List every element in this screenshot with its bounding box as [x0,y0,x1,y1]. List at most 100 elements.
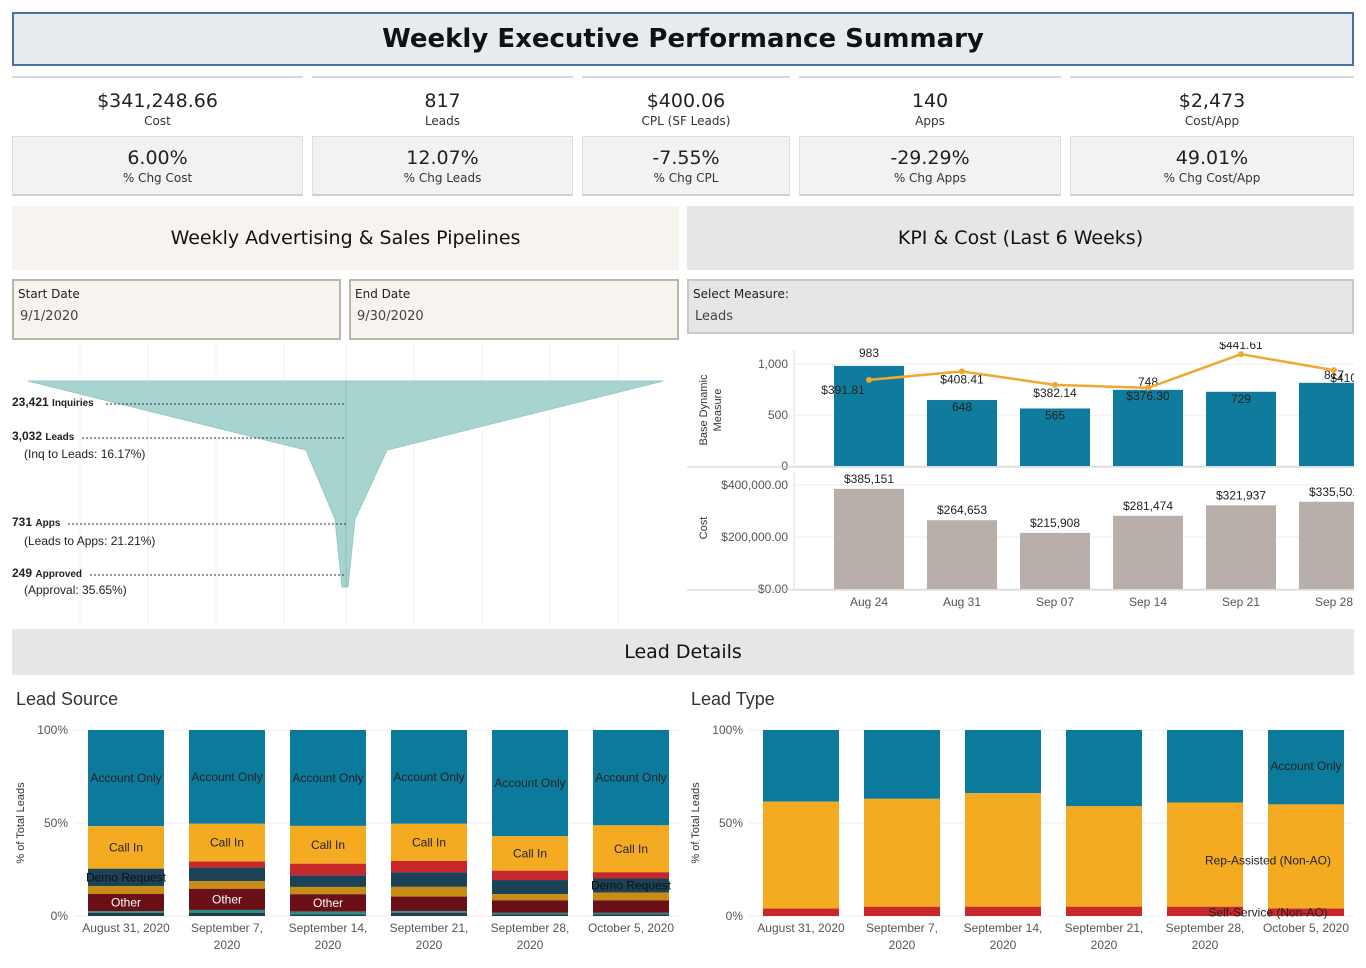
stack-segment [593,872,669,879]
kpi-value: $2,473 [1178,90,1246,112]
stack-segment [189,888,265,910]
stack-segment [189,909,265,913]
segment-label: Call In [311,838,345,852]
segment-label: Call In [614,842,648,856]
cost-bar [834,488,904,589]
x-tick-label: October 5, 2020 [1263,921,1349,935]
kpi-bar [927,400,997,466]
stack-segment [1066,906,1142,916]
kpi-y-label-2: Measure [712,389,724,432]
stack-segment [189,730,265,824]
stack-tick-label: 100% [712,723,743,737]
approval-note: (Approval: 35.65%) [24,583,127,597]
cost-bar [1113,515,1183,589]
leads-to-apps-note: (Leads to Apps: 21.21%) [24,534,155,548]
measure-selector[interactable]: Select Measure: Leads [687,279,1354,334]
stack-tick-label: 100% [37,723,68,737]
stack-segment [290,886,366,895]
stack-segment [391,886,467,897]
end-date-filter[interactable]: End Date 9/30/2020 [349,279,679,340]
cost-bar [927,520,997,589]
cost-tick-label: $200,000.00 [721,530,788,544]
stack-segment [593,912,669,915]
x-tick-label: October 5, 2020 [588,921,674,935]
stack-segment [88,886,164,894]
kpi-chg-apps: -29.29% % Chg Apps [799,136,1061,196]
x-tick-label: Sep 07 [1036,595,1074,609]
measure-selector-value[interactable]: Leads [695,309,734,324]
end-date-label: End Date [355,287,411,301]
kpi-value: 12.07% [406,147,479,169]
stack-segment [492,900,568,913]
kpi-chg-cpl: -7.55% % Chg CPL [582,136,790,196]
segment-label: Other [111,896,141,910]
kpi-chg-cost-per-app: 49.01% % Chg Cost/App [1070,136,1354,196]
x-tick-label: 2020 [214,938,241,952]
cpl-point [1145,384,1151,391]
x-tick-label: September 21, [1065,921,1144,935]
cost-bar [1299,501,1354,589]
stack-y-label: % of Total Leads [15,782,27,864]
segment-label: Call In [109,840,143,854]
segment-label: Demo Request [86,870,167,884]
lead-type-chart: 100% 50% 0% % of Total Leads August 31, 2020… [690,723,1354,952]
stack-segment [391,896,467,912]
segment-label: Account Only [292,771,363,785]
stack-segment [593,825,669,873]
stack-segment [88,826,164,869]
start-date-value[interactable]: 9/1/2020 [20,309,79,324]
cpl-label: $441.61 [1219,342,1263,352]
stack-segment [290,894,366,912]
kpi-bar [1020,408,1090,466]
cpl-line [868,352,1335,390]
cpl-point [866,376,872,383]
stack-segment [492,912,568,915]
x-tick-label: Sep 21 [1222,595,1260,609]
cpl-point [1052,381,1058,388]
start-date-label: Start Date [18,287,80,301]
x-tick-label: September 7, [191,921,263,935]
kpi-tick-label: 500 [768,408,788,422]
start-date-filter[interactable]: Start Date 9/1/2020 [12,279,341,340]
stack-segment [1167,906,1243,916]
cpl-point [1238,351,1244,358]
stack-segment [88,911,164,913]
x-tick-label: 2020 [517,938,544,952]
stack-segment [290,875,366,887]
x-tick-label: September 28, [1166,921,1245,935]
inquiries-label: 23,421 Inquiries [12,395,94,409]
kpi-label: % Chg Apps [893,171,967,185]
leads-label: 3,032 Leads [12,429,75,443]
stack-segment [290,825,366,864]
kpi-chg-cost: 6.00% % Chg Cost [12,136,303,196]
stack-segment [391,823,467,862]
kpi-label: Leads [424,114,461,128]
x-tick-label: 2020 [416,938,443,952]
x-tick-label: August 31, 2020 [82,921,170,935]
segment-label: Demo Request [591,879,672,893]
cost-bar-label: $385,151 [844,472,894,486]
stack-tick-label: 50% [44,816,68,830]
kpi-label: % Chg Cost [122,171,193,185]
end-date-value[interactable]: 9/30/2020 [357,309,424,324]
pipeline-heading: Weekly Advertising & Sales Pipelines [12,206,679,270]
stack-segment [189,823,265,862]
stack-segment [593,900,669,913]
kpi-value: 817 [424,90,461,112]
inq-to-leads-note: (Inq to Leads: 16.17%) [24,447,145,461]
kpi-cpl: $400.06 CPL (SF Leads) [582,76,790,130]
kpi-chg-leads: 12.07% % Chg Leads [312,136,573,196]
x-tick-label: 2020 [1192,938,1219,952]
stack-tick-label: 50% [719,816,743,830]
stack-segment [290,914,366,916]
cpl-label: $410.65 [1330,371,1354,385]
stack-segment [593,730,669,826]
x-tick-label: 2020 [1091,938,1118,952]
segment-label: Other [212,892,242,906]
cpl-label: $382.14 [1033,386,1077,400]
x-tick-label: Sep 28 [1315,595,1353,609]
kpi-bar-label: 817 [1324,368,1344,382]
cpl-point [1331,367,1337,374]
cost-y-label: Cost [698,517,710,540]
segment-label: Account Only [595,771,666,785]
